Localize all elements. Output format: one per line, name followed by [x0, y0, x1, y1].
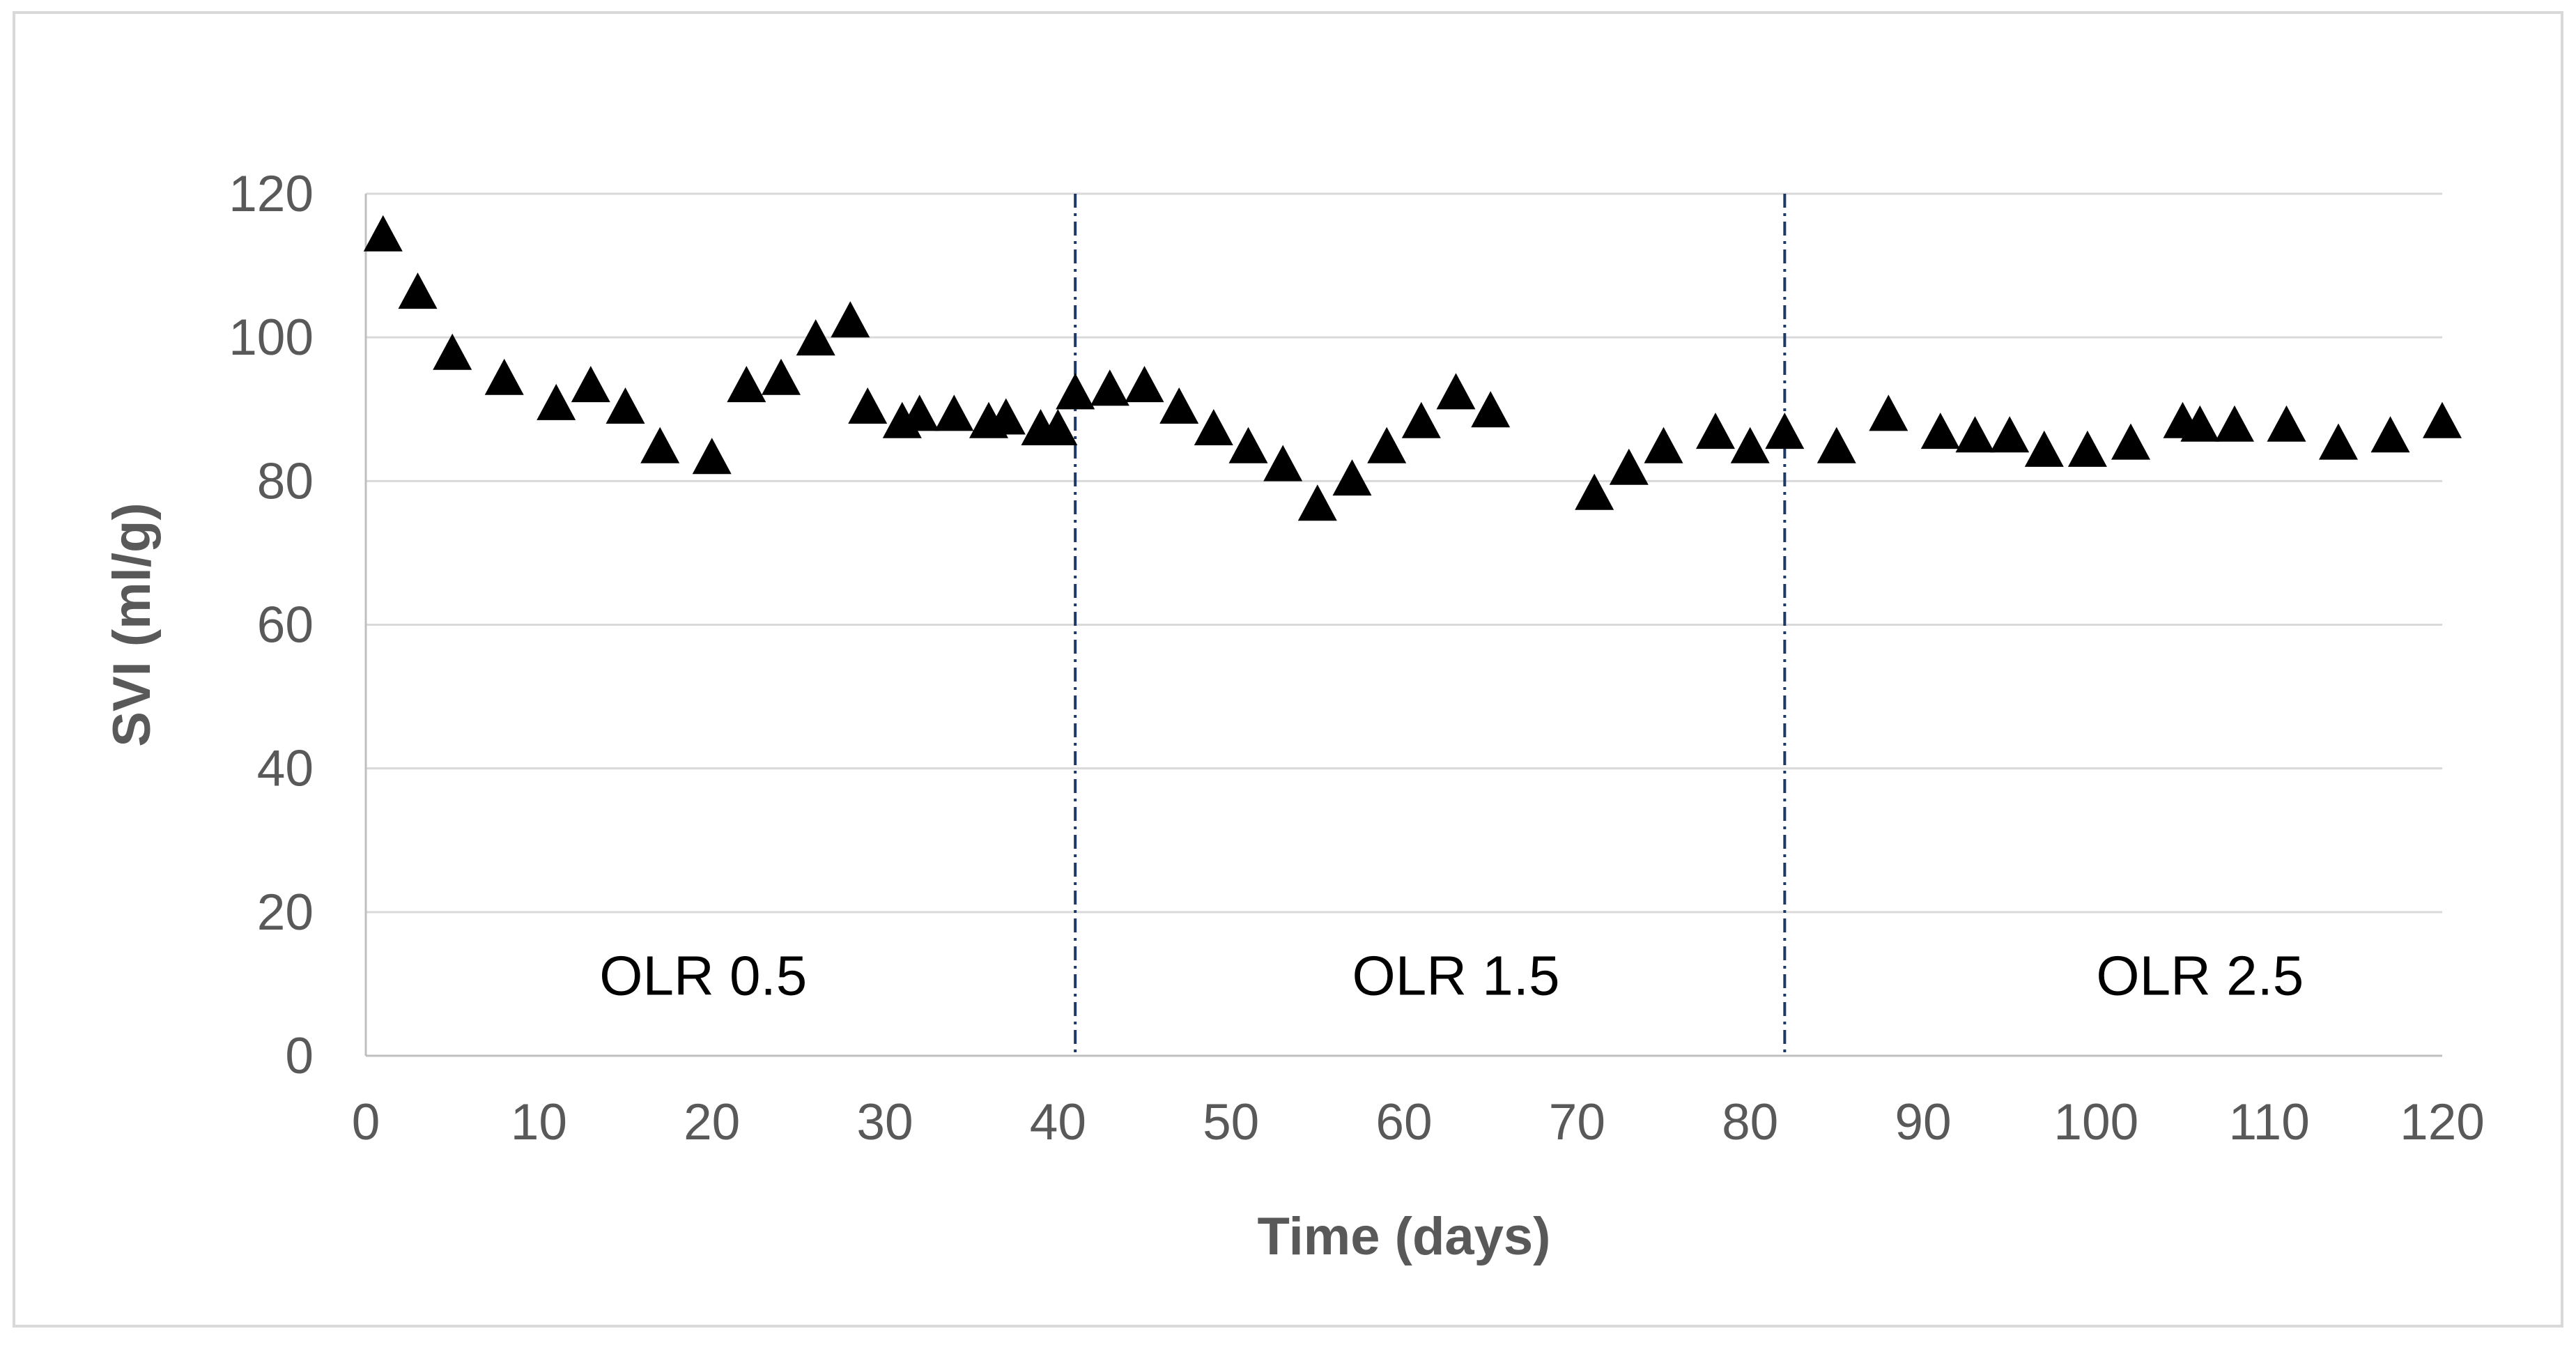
data-point — [1367, 426, 1407, 463]
x-tick-label: 90 — [1895, 1094, 1951, 1151]
data-point — [2215, 405, 2254, 442]
region-label: OLR 1.5 — [1352, 944, 1560, 1006]
tick-labels: 0 20 40 60 80 100 120 0 10 20 30 40 50 60 70 80 90 100 110… — [229, 166, 2485, 1151]
data-point — [1817, 426, 1856, 463]
data-point — [1401, 401, 1441, 438]
data-point — [1920, 413, 1960, 449]
data-point — [1228, 426, 1268, 463]
data-point — [1090, 369, 1129, 406]
data-point — [484, 358, 524, 395]
data-point — [1730, 426, 1770, 463]
data-point — [1955, 416, 1995, 453]
data-point — [1125, 366, 1164, 403]
data-point — [537, 383, 576, 420]
data-point — [363, 215, 403, 252]
data-point — [1297, 484, 1337, 521]
x-tick-label: 60 — [1375, 1094, 1432, 1151]
data-point — [934, 394, 974, 431]
data-point — [398, 272, 438, 309]
data-point — [2319, 423, 2358, 460]
x-tick-label: 70 — [1549, 1094, 1605, 1151]
data-point — [2180, 405, 2220, 442]
data-point — [848, 387, 888, 424]
data-point — [1194, 409, 1233, 445]
y-tick-label: 80 — [257, 453, 314, 509]
data-point — [727, 366, 766, 403]
y-axis-title: SVI (ml/g) — [102, 502, 162, 746]
x-tick-label: 10 — [511, 1094, 567, 1151]
data-point — [1990, 416, 2030, 453]
data-point — [2423, 401, 2462, 438]
data-point — [1869, 394, 1908, 431]
y-tick-label: 120 — [229, 166, 314, 222]
y-tick-label: 60 — [257, 597, 314, 654]
x-tick-label: 120 — [2400, 1094, 2485, 1151]
data-point — [692, 438, 732, 475]
data-point — [1471, 391, 1511, 428]
data-point — [1332, 459, 1372, 496]
region-label: OLR 0.5 — [599, 944, 807, 1006]
data-point — [2024, 430, 2064, 467]
y-tick-label: 40 — [257, 741, 314, 797]
data-point — [2111, 423, 2150, 460]
data-point — [1609, 448, 1649, 485]
x-axis-title: Time (days) — [1258, 1207, 1551, 1266]
chart-border — [13, 11, 2563, 1328]
data-point — [1056, 373, 1095, 410]
y-tick-label: 100 — [229, 309, 314, 366]
data-point — [831, 301, 870, 338]
data-point — [986, 398, 1026, 435]
data-point — [2267, 405, 2306, 442]
data-point — [1644, 426, 1683, 463]
data-point — [571, 366, 610, 403]
x-tick-label: 100 — [2053, 1094, 2138, 1151]
x-tick-label: 110 — [2228, 1094, 2309, 1151]
data-point — [1696, 413, 1735, 449]
data-point — [2370, 416, 2410, 453]
region-labels: OLR 0.5 OLR 1.5 OLR 2.5 — [599, 944, 2304, 1006]
x-tick-label: 50 — [1203, 1094, 1259, 1151]
y-tick-label: 0 — [285, 1028, 314, 1084]
data-point — [762, 358, 801, 395]
axes — [364, 194, 2442, 1057]
data-point — [1765, 413, 1805, 449]
data-point — [1038, 409, 1078, 445]
x-tick-label: 0 — [352, 1094, 380, 1151]
data-point — [606, 387, 645, 424]
data-point — [640, 426, 680, 463]
data-point — [1159, 387, 1199, 424]
data-point — [2067, 430, 2107, 467]
data-point — [1575, 473, 1614, 510]
data-point — [1436, 373, 1476, 410]
data-point — [900, 394, 939, 431]
y-tick-label: 20 — [257, 884, 314, 941]
x-tick-label: 40 — [1030, 1094, 1086, 1151]
region-label: OLR 2.5 — [2096, 944, 2304, 1006]
x-tick-label: 20 — [684, 1094, 740, 1151]
data-point — [433, 333, 472, 370]
x-tick-label: 30 — [856, 1094, 913, 1151]
data-point — [1263, 445, 1303, 482]
x-tick-label: 80 — [1722, 1094, 1778, 1151]
data-markers — [363, 215, 2462, 521]
data-point — [796, 319, 835, 356]
gridlines — [366, 192, 2442, 914]
region-dividers — [1074, 194, 1787, 1056]
